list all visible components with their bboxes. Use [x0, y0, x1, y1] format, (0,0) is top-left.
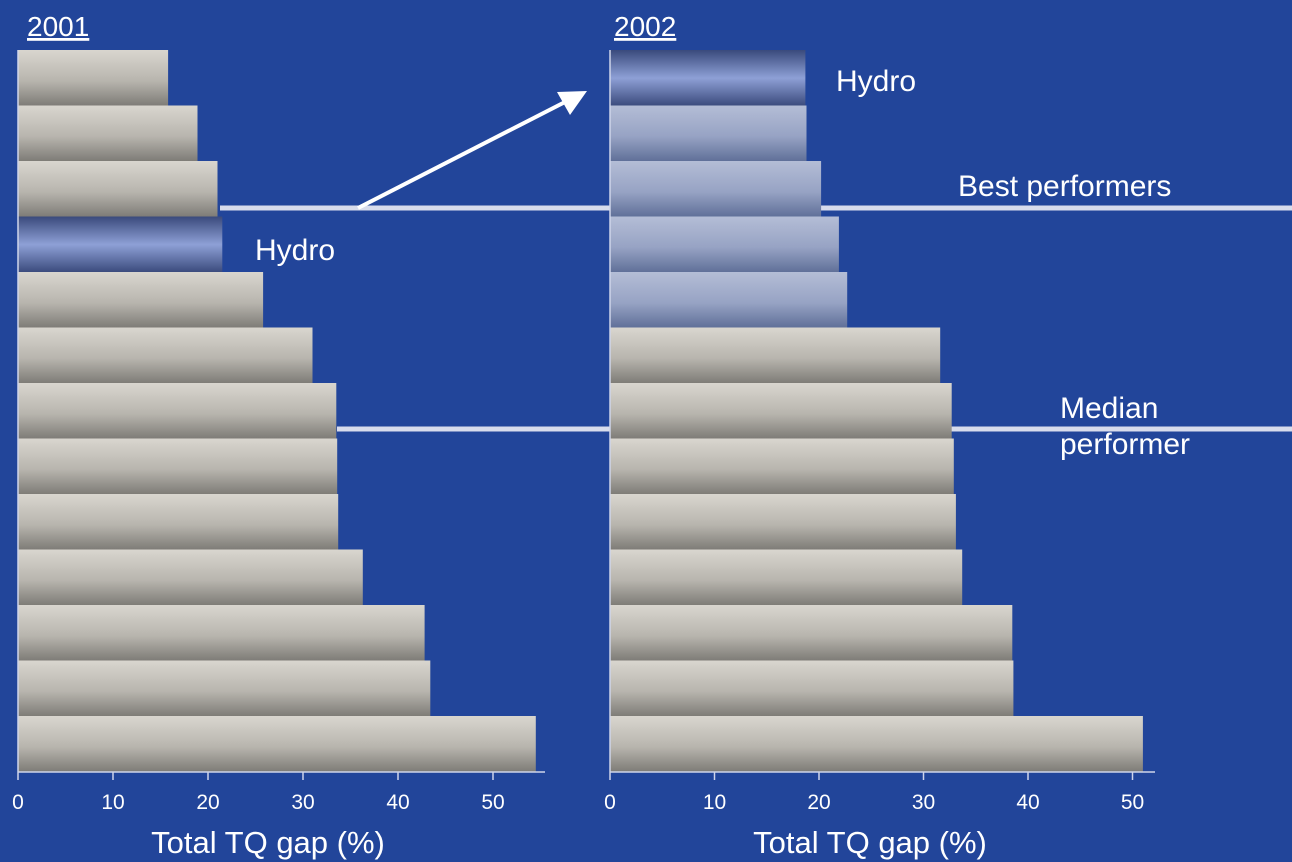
chart-2002-tick-label: 20: [807, 791, 830, 814]
chart-2002-bar-4: [610, 216, 839, 273]
chart-2001-tick-label: 20: [196, 791, 219, 814]
chart-2002-bar-11: [610, 605, 1013, 661]
chart-2002-bar-7: [610, 383, 952, 439]
chart-2001-bar-13: [18, 716, 536, 772]
chart-2002-tick-label: 10: [703, 791, 726, 814]
chart-2001-tick-label: 10: [101, 791, 124, 814]
chart-2001-bar-5: [18, 272, 264, 328]
chart-2002-bar-5: [610, 272, 848, 328]
chart-2001-bar-10: [18, 549, 363, 606]
chart-2002-bar-12: [610, 660, 1014, 717]
chart-2001-bar-1: [18, 50, 169, 106]
improvement-arrow: [357, 91, 587, 210]
chart-2002: 2002 0 10 20 30 40 50 Total TQ gap (%): [604, 11, 1155, 860]
chart-2002-bar-9: [610, 494, 956, 550]
chart-2001-bar-2: [18, 105, 198, 162]
median-performer-label: Median performer: [1060, 392, 1190, 461]
hydro-label-2002: Hydro: [836, 65, 916, 98]
chart-2002-bar-6: [610, 327, 941, 384]
chart-2002-tick-label: 30: [912, 791, 935, 814]
chart-2001-bar-11: [18, 605, 425, 661]
median-performer-label-line1: Median: [1060, 392, 1158, 425]
best-performers-label: Best performers: [958, 170, 1171, 203]
chart-2002-bar-13: [610, 716, 1143, 772]
hydro-label-2001: Hydro: [255, 234, 335, 267]
chart-2001-tick-label: 50: [481, 791, 504, 814]
chart-2001-tick-label: 30: [291, 791, 314, 814]
chart-2001-title: 2001: [27, 11, 89, 42]
chart-2002-bar-1: [610, 50, 806, 106]
chart-2002-tick-label: 40: [1016, 791, 1039, 814]
chart-2001-bar-3: [18, 161, 218, 217]
chart-2001-bar-8: [18, 438, 338, 495]
chart-2001-tick-label: 40: [386, 791, 409, 814]
chart-2001-tick-label: 0: [12, 791, 24, 814]
chart-2002-bar-8: [610, 438, 954, 495]
chart-2002-tick-label: 50: [1121, 791, 1144, 814]
chart-2002-tick-label: 0: [604, 791, 616, 814]
chart-2002-bar-3: [610, 161, 822, 217]
chart-2002-title: 2002: [614, 11, 676, 42]
chart-2001-bar-7: [18, 383, 337, 439]
chart-2002-bar-10: [610, 549, 963, 606]
chart-2001-bar-4: [18, 216, 223, 273]
chart-2001-xlabel: Total TQ gap (%): [151, 825, 385, 860]
chart-2001: 2001 0 10 20 30 40 50 Total TQ gap (%): [12, 11, 545, 860]
median-performer-label-line2: performer: [1060, 428, 1190, 461]
chart-2002-bar-2: [610, 105, 807, 162]
chart-2001-bar-12: [18, 660, 431, 717]
chart-2002-xlabel: Total TQ gap (%): [753, 825, 987, 860]
chart-2001-bar-6: [18, 327, 313, 384]
chart-2001-bar-9: [18, 494, 339, 550]
